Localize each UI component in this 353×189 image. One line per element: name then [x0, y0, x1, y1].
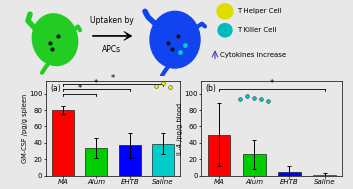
Point	[165, 41, 171, 44]
Bar	[52, 110, 74, 176]
Text: *: *	[270, 79, 274, 88]
Point	[169, 48, 175, 51]
Text: APCs: APCs	[102, 45, 121, 54]
Point	[175, 34, 181, 37]
Bar	[119, 145, 140, 176]
Point	[237, 98, 243, 101]
Bar	[313, 175, 336, 176]
Point	[154, 85, 159, 88]
Text: T Helper Cell: T Helper Cell	[237, 8, 282, 14]
Ellipse shape	[150, 11, 200, 68]
Text: (a): (a)	[50, 84, 61, 93]
Text: (b): (b)	[205, 84, 216, 93]
Point	[265, 99, 271, 102]
Point	[177, 50, 183, 53]
Text: *: *	[77, 84, 82, 93]
Circle shape	[218, 24, 232, 37]
Point	[167, 85, 173, 88]
Point	[55, 34, 61, 37]
Point	[258, 98, 264, 101]
Bar	[152, 144, 174, 176]
Text: T Killer Cell: T Killer Cell	[237, 27, 276, 33]
Y-axis label: IL-4 /pg/g blood: IL-4 /pg/g blood	[177, 102, 183, 155]
Ellipse shape	[32, 14, 78, 66]
Point	[49, 48, 55, 51]
Text: Cytokines increase: Cytokines increase	[220, 52, 286, 58]
FancyArrowPatch shape	[93, 32, 131, 40]
Bar	[243, 154, 266, 176]
Bar	[278, 172, 301, 176]
Text: *: *	[111, 74, 115, 83]
Bar	[208, 135, 231, 176]
Bar	[85, 148, 107, 176]
Text: *: *	[94, 79, 98, 88]
Point	[160, 81, 166, 84]
Point	[244, 94, 250, 98]
Point	[47, 41, 53, 44]
Y-axis label: GM-CSF /pg/g spleen: GM-CSF /pg/g spleen	[22, 94, 28, 163]
Point	[251, 96, 257, 99]
Text: Uptaken by: Uptaken by	[90, 16, 134, 25]
Circle shape	[217, 4, 233, 19]
Point	[182, 44, 188, 47]
